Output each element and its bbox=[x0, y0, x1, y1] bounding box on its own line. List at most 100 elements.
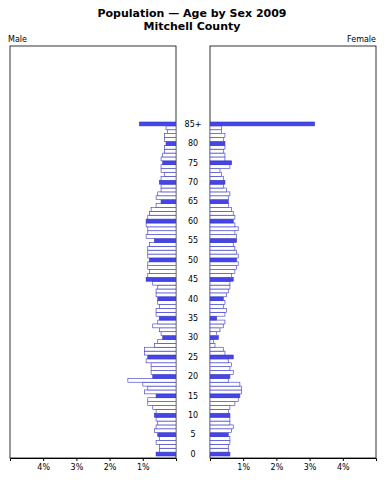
bar bbox=[158, 192, 176, 196]
age-label: 20 bbox=[188, 372, 198, 381]
panel-frame bbox=[210, 46, 376, 458]
bar bbox=[158, 320, 176, 324]
bar bbox=[148, 402, 176, 406]
bar bbox=[210, 413, 230, 417]
age-axis: 0510152025303540455055606570758085+ bbox=[185, 120, 202, 459]
bar bbox=[148, 355, 176, 359]
bar bbox=[210, 433, 228, 437]
bar bbox=[139, 122, 176, 126]
bar bbox=[210, 200, 228, 204]
bar bbox=[158, 433, 176, 437]
bar bbox=[210, 204, 228, 208]
bar bbox=[164, 172, 176, 176]
bar bbox=[148, 266, 176, 270]
bars bbox=[210, 122, 315, 456]
bar bbox=[210, 258, 237, 262]
bar bbox=[210, 440, 230, 444]
bar bbox=[166, 126, 176, 130]
age-label: 60 bbox=[188, 217, 198, 226]
bar bbox=[210, 320, 225, 324]
bar bbox=[210, 141, 225, 145]
bar bbox=[153, 406, 176, 410]
bar bbox=[210, 339, 213, 343]
bar bbox=[153, 324, 176, 328]
bar bbox=[156, 417, 176, 421]
bar bbox=[164, 134, 176, 138]
age-label: 45 bbox=[188, 275, 198, 284]
bar bbox=[210, 169, 220, 173]
bar bbox=[156, 289, 176, 293]
bar bbox=[164, 138, 176, 142]
tick-mark bbox=[243, 458, 244, 461]
bar bbox=[210, 192, 230, 196]
bar bbox=[210, 343, 215, 347]
bar bbox=[210, 273, 232, 277]
tick-mark bbox=[276, 458, 277, 461]
bar bbox=[163, 153, 176, 157]
tick-mark bbox=[76, 458, 77, 461]
bar bbox=[210, 448, 228, 452]
bar bbox=[210, 417, 230, 421]
bar bbox=[210, 227, 238, 231]
bar bbox=[210, 157, 225, 161]
bar bbox=[156, 440, 176, 444]
bar bbox=[146, 235, 176, 239]
bar bbox=[210, 149, 223, 153]
bar bbox=[210, 281, 230, 285]
bar bbox=[143, 382, 176, 386]
bar bbox=[146, 223, 176, 227]
bar bbox=[159, 448, 176, 452]
bar bbox=[163, 161, 176, 165]
tick-mark bbox=[110, 458, 111, 461]
tick: 3% bbox=[71, 458, 84, 472]
bar bbox=[149, 211, 176, 215]
bar bbox=[210, 293, 227, 297]
bar bbox=[210, 347, 223, 351]
tick-mark bbox=[310, 458, 311, 461]
subtitle: Mitchell County bbox=[144, 20, 241, 33]
bar bbox=[148, 231, 176, 235]
bar bbox=[210, 172, 222, 176]
bar bbox=[159, 444, 176, 448]
bar bbox=[210, 262, 238, 266]
bar bbox=[159, 316, 176, 320]
bar bbox=[210, 425, 233, 429]
age-label: 75 bbox=[188, 159, 198, 168]
bar bbox=[156, 293, 176, 297]
bar bbox=[210, 406, 230, 410]
bar bbox=[161, 165, 176, 169]
bar bbox=[210, 242, 233, 246]
x-axis: 1%2%3%4% bbox=[211, 458, 377, 472]
bar bbox=[210, 367, 230, 371]
bar bbox=[210, 165, 230, 169]
bar bbox=[144, 390, 176, 394]
bar bbox=[210, 402, 235, 406]
bar bbox=[210, 211, 233, 215]
bar bbox=[144, 351, 176, 355]
bar bbox=[154, 413, 176, 417]
tick-label: 3% bbox=[304, 463, 317, 472]
bar bbox=[210, 219, 233, 223]
bar bbox=[164, 145, 176, 149]
bar bbox=[210, 180, 225, 184]
title: Population — Age by Sex 2009 bbox=[97, 7, 286, 20]
bar bbox=[161, 332, 176, 336]
tick-label: 1% bbox=[137, 463, 150, 472]
tick-label: 4% bbox=[337, 463, 350, 472]
bar bbox=[148, 227, 176, 231]
bar bbox=[148, 262, 176, 266]
bar bbox=[210, 285, 230, 289]
bar bbox=[210, 390, 242, 394]
bar bbox=[163, 336, 176, 340]
bar bbox=[210, 336, 218, 340]
bar bbox=[148, 215, 176, 219]
bar bbox=[149, 242, 176, 246]
bar bbox=[210, 332, 217, 336]
bar bbox=[210, 363, 232, 367]
age-label: 5 bbox=[190, 430, 195, 439]
bar bbox=[210, 126, 222, 130]
bar bbox=[210, 351, 225, 355]
bar bbox=[149, 270, 176, 274]
tick-mark bbox=[43, 458, 44, 461]
x-axis: 1%2%3%4% bbox=[11, 458, 177, 472]
